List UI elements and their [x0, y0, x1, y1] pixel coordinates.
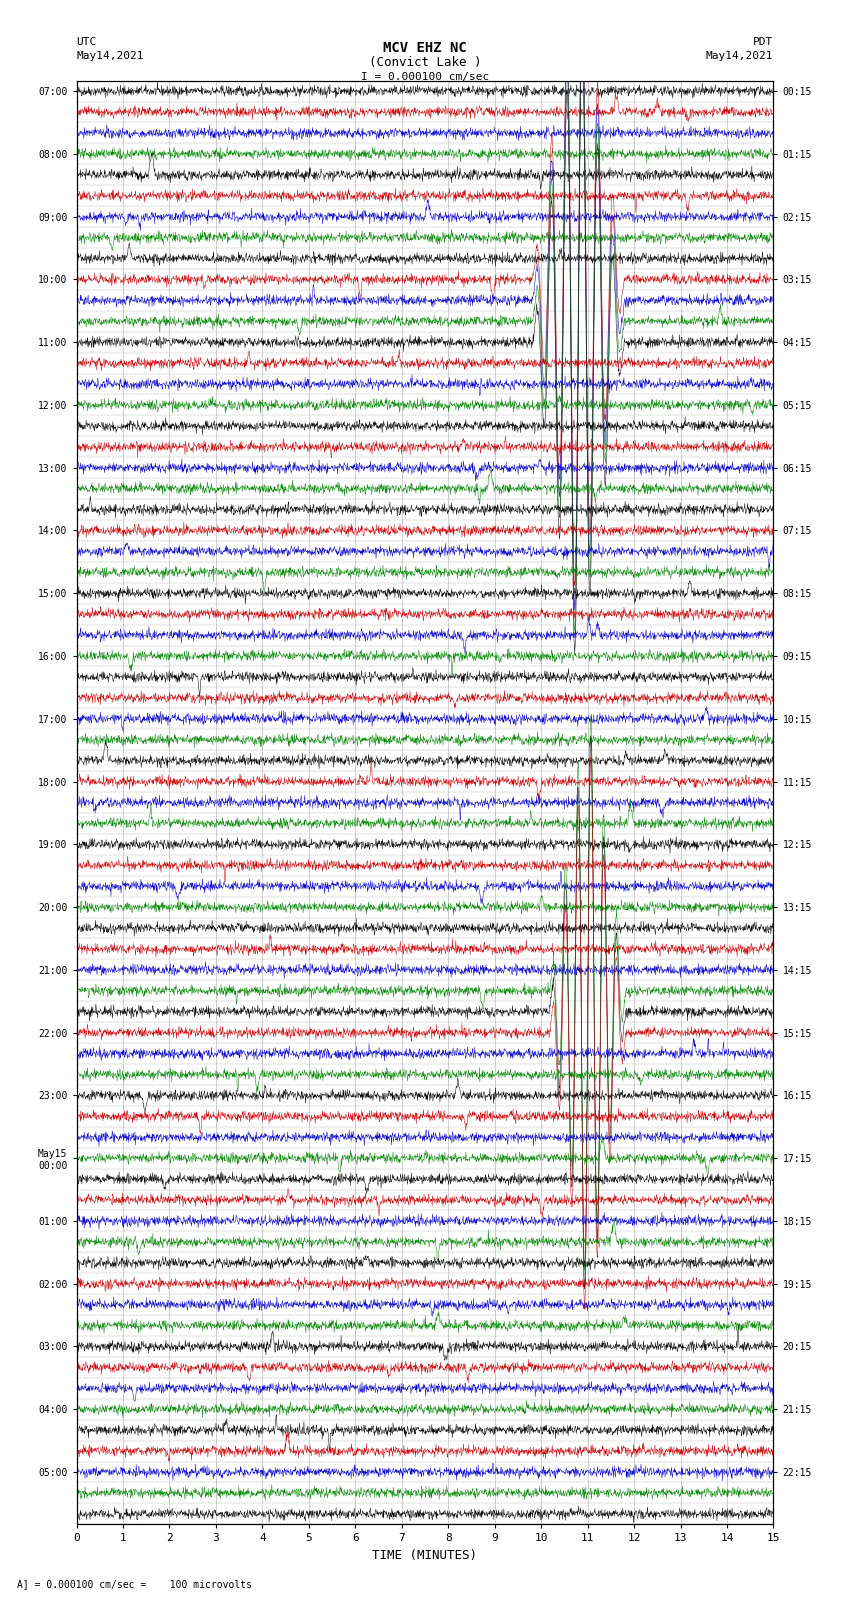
Text: May14,2021: May14,2021	[706, 52, 774, 61]
X-axis label: TIME (MINUTES): TIME (MINUTES)	[372, 1548, 478, 1561]
Text: MCV EHZ NC: MCV EHZ NC	[383, 42, 467, 55]
Text: A] = 0.000100 cm/sec =    100 microvolts: A] = 0.000100 cm/sec = 100 microvolts	[17, 1579, 252, 1589]
Text: May14,2021: May14,2021	[76, 52, 144, 61]
Text: PDT: PDT	[753, 37, 774, 47]
Text: (Convict Lake ): (Convict Lake )	[369, 56, 481, 69]
Text: UTC: UTC	[76, 37, 97, 47]
Text: I = 0.000100 cm/sec: I = 0.000100 cm/sec	[361, 73, 489, 82]
